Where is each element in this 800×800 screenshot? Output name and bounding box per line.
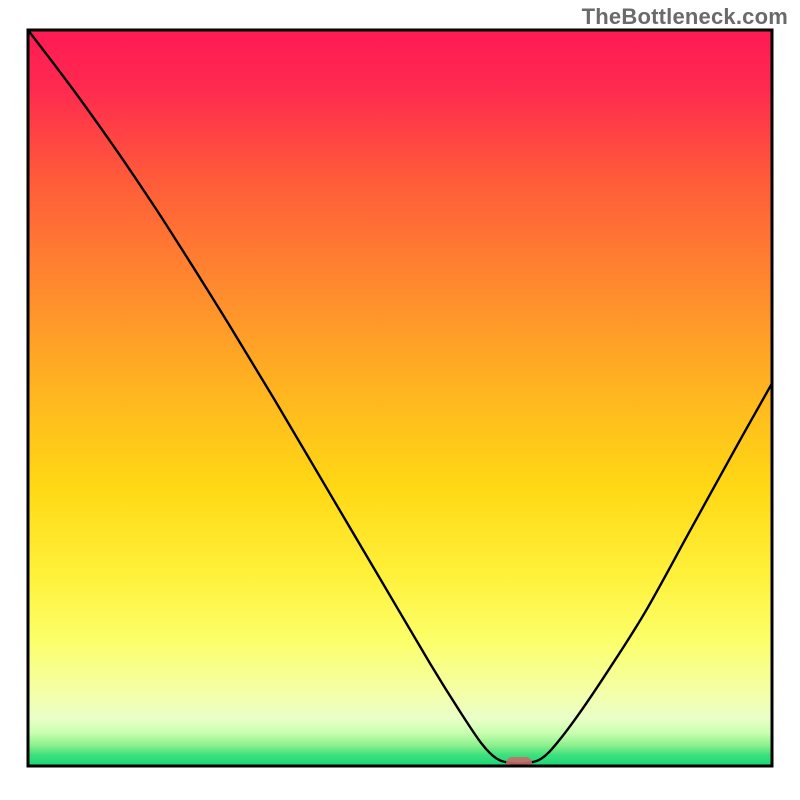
plot-background: [28, 30, 772, 766]
chart-container: { "watermark": { "text": "TheBottleneck.…: [0, 0, 800, 800]
watermark-text: TheBottleneck.com: [582, 4, 788, 30]
bottleneck-curve-chart: [0, 0, 800, 800]
